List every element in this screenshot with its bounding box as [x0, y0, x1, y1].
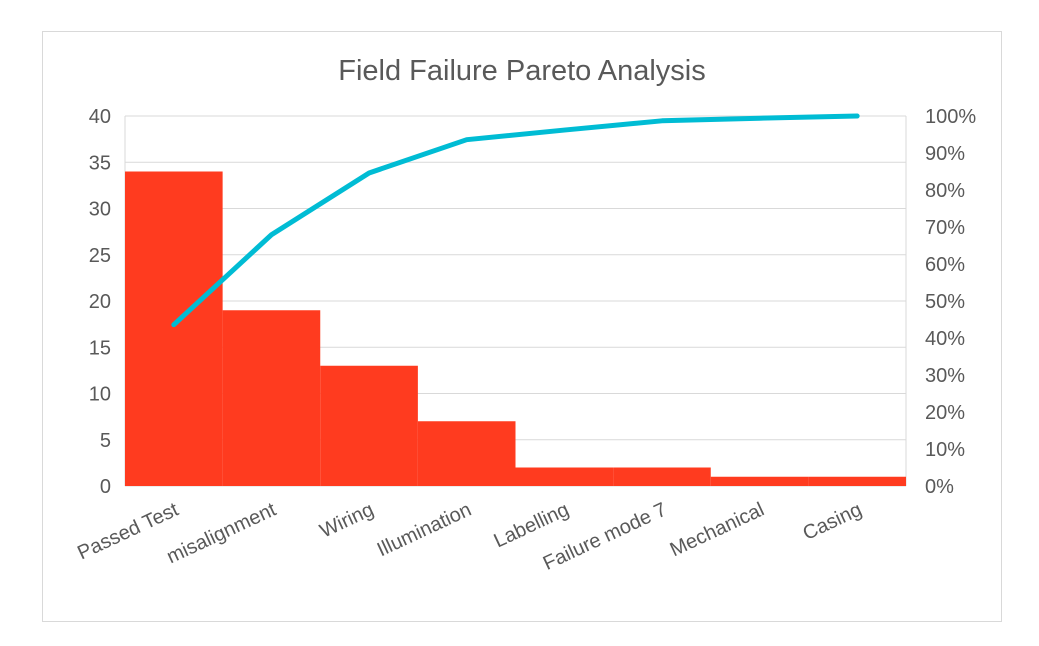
y2-tick-label: 80% [925, 180, 965, 202]
y2-tick-label: 70% [925, 217, 965, 239]
y2-tick-label: 0% [925, 476, 954, 498]
x-tick-label: Illumination [374, 499, 475, 562]
line-point-illumination [466, 139, 468, 141]
bar-misalignment [222, 310, 321, 486]
y2-tick-label: 100% [925, 106, 976, 128]
line-point-misalignment [270, 234, 272, 236]
y-tick-label: 5 [100, 430, 111, 452]
y-tick-label: 10 [89, 384, 111, 406]
line-point-wiring [368, 172, 370, 174]
x-tick-label: Casing [800, 499, 866, 545]
cumulative-line-series [171, 113, 860, 328]
x-tick-label: misalignment [163, 498, 279, 568]
x-tick-label: Labelling [491, 499, 573, 553]
bar-series [125, 171, 906, 486]
y2-tick-label: 20% [925, 402, 965, 424]
y-tick-label: 20 [89, 291, 111, 313]
y2-tick-label: 40% [925, 328, 965, 350]
chart-frame: Field Failure Pareto Analysis 0 5 10 15 20 25… [42, 31, 1002, 622]
y-tick-label: 15 [89, 337, 111, 359]
pareto-chart: Field Failure Pareto Analysis 0 5 10 15 20 25… [74, 55, 976, 575]
y2-tick-label: 90% [925, 143, 965, 165]
bar-passed-test [125, 171, 223, 486]
line-point-labelling [563, 129, 565, 131]
right-axis: 0% 10% 20% 30% 40% 50% 60% 70% 80% 90% 100% [925, 106, 976, 498]
cumulative-percent-line [171, 113, 860, 328]
bar-illumination [417, 421, 516, 486]
y-tick-label: 25 [89, 245, 111, 267]
x-tick-label: Mechanical [667, 499, 768, 562]
y-tick-label: 35 [89, 152, 111, 174]
y-tick-label: 40 [89, 106, 111, 128]
bar-labelling [515, 467, 614, 486]
line-point-failure-mode-7 [661, 120, 663, 122]
y2-tick-label: 30% [925, 365, 965, 387]
y2-tick-label: 50% [925, 291, 965, 313]
line-point-casing [856, 115, 858, 117]
line-point-mechanical [759, 117, 761, 119]
y2-tick-label: 10% [925, 439, 965, 461]
y-tick-label: 0 [100, 476, 111, 498]
x-tick-label: Wiring [317, 499, 378, 543]
line-point-passed-test [173, 324, 175, 326]
bar-failure-mode-7 [613, 467, 711, 486]
y2-tick-label: 60% [925, 254, 965, 276]
bar-mechanical [710, 476, 809, 486]
left-axis: 0 5 10 15 20 25 30 35 40 [89, 106, 111, 498]
y-tick-label: 30 [89, 199, 111, 221]
bar-casing [808, 476, 906, 486]
bar-wiring [320, 365, 418, 486]
chart-title: Field Failure Pareto Analysis [338, 55, 706, 87]
